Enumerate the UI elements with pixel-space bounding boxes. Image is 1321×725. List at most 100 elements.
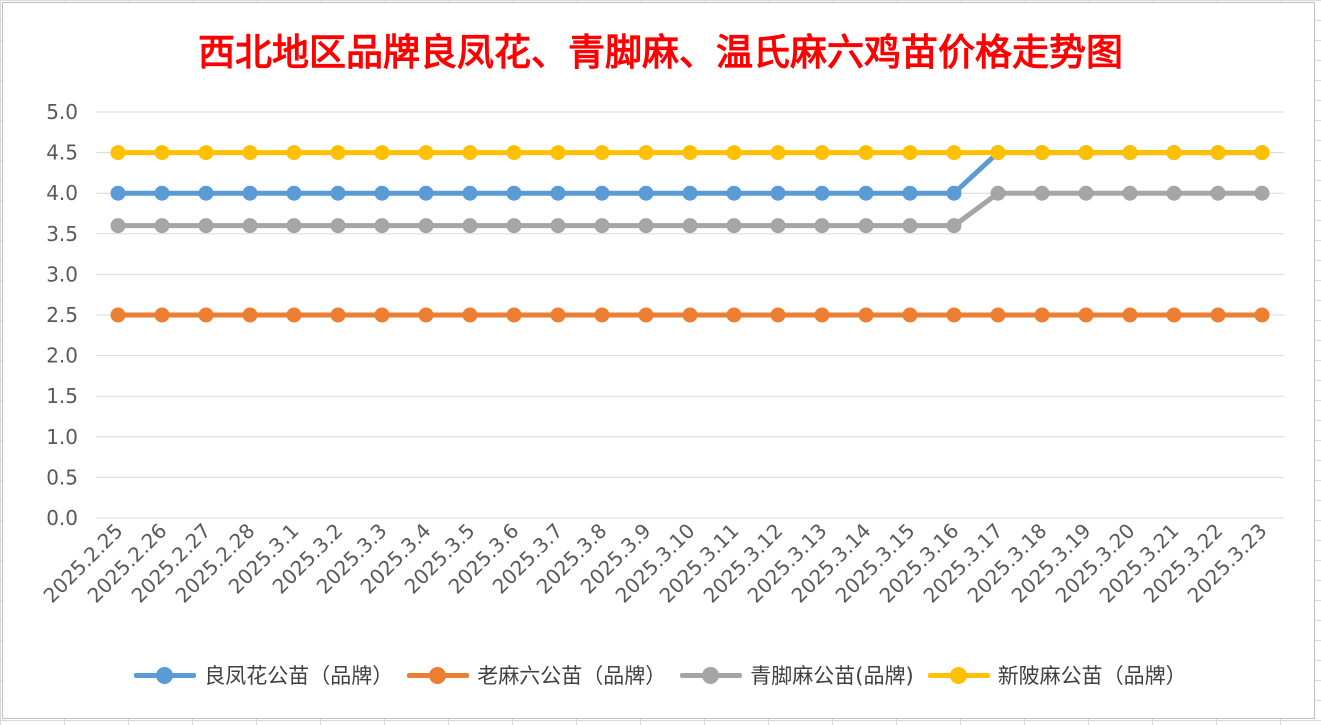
data-point[interactable] (814, 145, 830, 161)
data-point[interactable] (594, 145, 610, 161)
data-point[interactable] (242, 145, 258, 161)
data-point[interactable] (154, 218, 170, 234)
data-point[interactable] (242, 185, 258, 201)
data-point[interactable] (726, 307, 742, 323)
data-point[interactable] (1078, 145, 1094, 161)
data-point[interactable] (242, 307, 258, 323)
data-point[interactable] (550, 185, 566, 201)
data-point[interactable] (726, 145, 742, 161)
data-point[interactable] (902, 185, 918, 201)
data-point[interactable] (1078, 307, 1094, 323)
data-point[interactable] (462, 145, 478, 161)
data-point[interactable] (1254, 145, 1270, 161)
data-point[interactable] (330, 307, 346, 323)
data-point[interactable] (902, 218, 918, 234)
data-point[interactable] (902, 307, 918, 323)
data-point[interactable] (242, 218, 258, 234)
data-point[interactable] (638, 185, 654, 201)
data-point[interactable] (770, 307, 786, 323)
data-point[interactable] (154, 307, 170, 323)
data-point[interactable] (1122, 185, 1138, 201)
data-point[interactable] (198, 218, 214, 234)
data-point[interactable] (682, 218, 698, 234)
data-point[interactable] (814, 307, 830, 323)
data-point[interactable] (638, 307, 654, 323)
data-point[interactable] (1166, 145, 1182, 161)
data-point[interactable] (1122, 307, 1138, 323)
data-point[interactable] (770, 218, 786, 234)
data-point[interactable] (946, 218, 962, 234)
data-point[interactable] (286, 307, 302, 323)
data-point[interactable] (1078, 185, 1094, 201)
data-point[interactable] (198, 145, 214, 161)
data-point[interactable] (726, 185, 742, 201)
data-point[interactable] (286, 145, 302, 161)
legend-item[interactable]: 新陂麻公苗（品牌） (927, 660, 1187, 690)
data-point[interactable] (858, 218, 874, 234)
data-point[interactable] (286, 218, 302, 234)
legend-item[interactable]: 老麻六公苗（品牌） (407, 660, 666, 690)
data-point[interactable] (462, 218, 478, 234)
legend-item[interactable]: 青脚麻公苗(品牌) (680, 660, 914, 690)
data-point[interactable] (990, 307, 1006, 323)
data-point[interactable] (154, 185, 170, 201)
data-point[interactable] (1210, 307, 1226, 323)
data-point[interactable] (330, 218, 346, 234)
data-point[interactable] (1122, 145, 1138, 161)
data-point[interactable] (506, 218, 522, 234)
data-point[interactable] (110, 145, 126, 161)
data-point[interactable] (858, 145, 874, 161)
data-point[interactable] (550, 218, 566, 234)
data-point[interactable] (770, 145, 786, 161)
data-point[interactable] (594, 307, 610, 323)
data-point[interactable] (374, 218, 390, 234)
data-point[interactable] (286, 185, 302, 201)
data-point[interactable] (198, 307, 214, 323)
data-point[interactable] (418, 218, 434, 234)
data-point[interactable] (330, 185, 346, 201)
data-point[interactable] (682, 185, 698, 201)
data-point[interactable] (506, 307, 522, 323)
data-point[interactable] (990, 185, 1006, 201)
data-point[interactable] (946, 185, 962, 201)
data-point[interactable] (110, 185, 126, 201)
data-point[interactable] (198, 185, 214, 201)
data-point[interactable] (462, 185, 478, 201)
data-point[interactable] (594, 218, 610, 234)
data-point[interactable] (858, 185, 874, 201)
data-point[interactable] (418, 307, 434, 323)
data-point[interactable] (1210, 185, 1226, 201)
data-point[interactable] (638, 218, 654, 234)
data-point[interactable] (1034, 145, 1050, 161)
data-point[interactable] (374, 145, 390, 161)
data-point[interactable] (1166, 307, 1182, 323)
data-point[interactable] (462, 307, 478, 323)
data-point[interactable] (814, 218, 830, 234)
data-point[interactable] (638, 145, 654, 161)
data-point[interactable] (550, 307, 566, 323)
data-point[interactable] (594, 185, 610, 201)
data-point[interactable] (1254, 307, 1270, 323)
data-point[interactable] (550, 145, 566, 161)
data-point[interactable] (1254, 185, 1270, 201)
data-point[interactable] (1034, 185, 1050, 201)
data-point[interactable] (858, 307, 874, 323)
data-point[interactable] (110, 218, 126, 234)
data-point[interactable] (418, 145, 434, 161)
legend-item[interactable]: 良凤花公苗（品牌） (134, 660, 393, 690)
data-point[interactable] (682, 307, 698, 323)
data-point[interactable] (330, 145, 346, 161)
data-point[interactable] (946, 307, 962, 323)
data-point[interactable] (990, 145, 1006, 161)
data-point[interactable] (770, 185, 786, 201)
data-point[interactable] (418, 185, 434, 201)
data-point[interactable] (506, 185, 522, 201)
data-point[interactable] (1034, 307, 1050, 323)
data-point[interactable] (374, 185, 390, 201)
data-point[interactable] (682, 145, 698, 161)
data-point[interactable] (110, 307, 126, 323)
data-point[interactable] (726, 218, 742, 234)
data-point[interactable] (1210, 145, 1226, 161)
data-point[interactable] (902, 145, 918, 161)
data-point[interactable] (814, 185, 830, 201)
